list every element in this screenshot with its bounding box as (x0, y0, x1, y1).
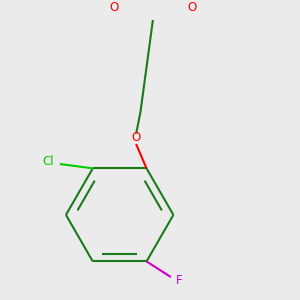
Text: F: F (176, 274, 183, 287)
Text: O: O (131, 131, 141, 144)
Text: Cl: Cl (42, 155, 53, 168)
Text: O: O (110, 1, 119, 14)
Text: O: O (187, 1, 196, 14)
